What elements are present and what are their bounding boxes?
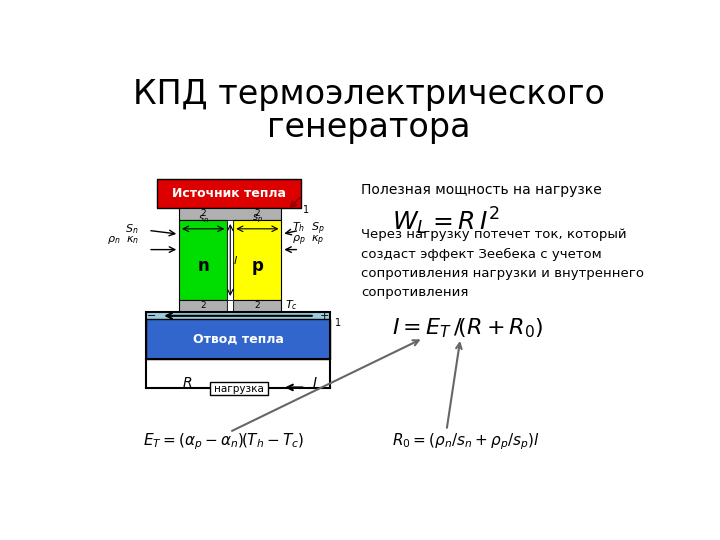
Bar [179,300,228,312]
Text: p: p [251,257,264,275]
Bar [145,312,330,359]
Bar [228,300,233,312]
Text: $l$: $l$ [233,254,238,266]
Text: $s_n$: $s_n$ [198,213,209,225]
Text: Отвод тепла: Отвод тепла [192,333,284,346]
Text: $I = E_T\,/\!\left(R + R_0\right)$: $I = E_T\,/\!\left(R + R_0\right)$ [392,316,544,340]
Text: $\rho_p$  $\kappa_p$: $\rho_p$ $\kappa_p$ [292,233,324,247]
Bar [179,220,228,300]
Bar [233,220,282,300]
Text: 2: 2 [255,209,260,218]
Text: n: n [197,257,209,275]
Bar [228,220,233,300]
Text: $R_0 = \left(\rho_n / s_n + \rho_p / s_p\right) l$: $R_0 = \left(\rho_n / s_n + \rho_p / s_p… [392,432,540,453]
Text: $W_L = R\,I^2$: $W_L = R\,I^2$ [392,205,500,237]
Bar [158,179,301,208]
Text: Через нагрузку потечет ток, который
создаст эффект Зеебека с учетом
сопротивлени: Через нагрузку потечет ток, который созд… [361,228,644,299]
Text: $\rho_n$  $\kappa_n$: $\rho_n$ $\kappa_n$ [107,234,139,246]
Text: генератора: генератора [267,111,471,144]
Text: 1: 1 [303,205,310,214]
Bar [210,382,269,395]
Text: $T_c$: $T_c$ [285,298,298,312]
Text: Полезная мощность на нагрузке: Полезная мощность на нагрузке [361,183,602,197]
Text: $E_T = \left(\alpha_p - \alpha_n\right)\!\left(T_h - T_c\right)$: $E_T = \left(\alpha_p - \alpha_n\right)\… [143,432,304,453]
Text: 2: 2 [200,301,206,310]
Text: Источник тепла: Источник тепла [172,187,286,200]
Text: −: − [148,311,157,321]
Text: 2: 2 [255,301,260,310]
Text: КПД термоэлектрического: КПД термоэлектрического [133,78,605,111]
Bar [233,300,282,312]
Text: $T_h$  $S_p$: $T_h$ $S_p$ [292,221,324,237]
Text: 1: 1 [335,318,341,328]
Text: 2: 2 [200,209,206,218]
Bar [179,208,282,220]
Text: $R$: $R$ [181,376,192,390]
Text: +: + [320,311,329,321]
Text: $S_n$: $S_n$ [125,222,139,235]
Bar [145,319,330,359]
Text: $I$: $I$ [312,376,318,390]
Text: $s_p$: $s_p$ [252,213,263,225]
Bar [145,312,330,319]
Text: нагрузка: нагрузка [215,383,264,394]
